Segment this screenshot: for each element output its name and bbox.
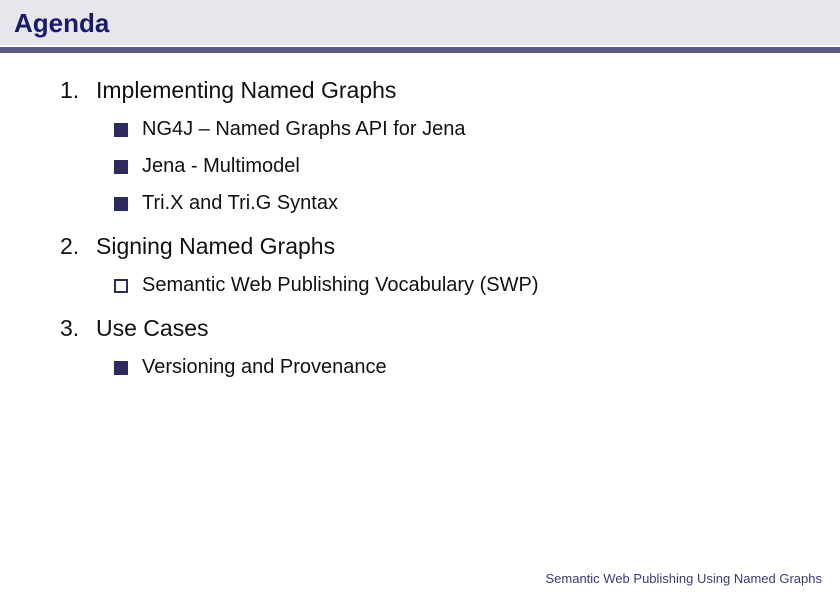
section-number: 3. — [60, 315, 90, 342]
list-item: Jena - Multimodel — [114, 155, 796, 178]
slide-title: Agenda — [14, 8, 826, 39]
section-head: 1. Implementing Named Graphs — [60, 77, 796, 104]
slide: Agenda 1. Implementing Named Graphs NG4J… — [0, 0, 840, 600]
section-head: 3. Use Cases — [60, 315, 796, 342]
section-2: 2. Signing Named Graphs Semantic Web Pub… — [60, 233, 796, 297]
bullet-list: Semantic Web Publishing Vocabulary (SWP) — [114, 274, 796, 297]
section-title: Use Cases — [96, 315, 208, 342]
bullet-text: Tri.X and Tri.G Syntax — [142, 192, 338, 215]
content-area: 1. Implementing Named Graphs NG4J – Name… — [0, 53, 840, 379]
list-item: Tri.X and Tri.G Syntax — [114, 192, 796, 215]
square-bullet-icon — [114, 361, 128, 375]
section-head: 2. Signing Named Graphs — [60, 233, 796, 260]
section-title: Signing Named Graphs — [96, 233, 335, 260]
section-1: 1. Implementing Named Graphs NG4J – Name… — [60, 77, 796, 215]
list-item: NG4J – Named Graphs API for Jena — [114, 118, 796, 141]
section-3: 3. Use Cases Versioning and Provenance — [60, 315, 796, 379]
list-item: Semantic Web Publishing Vocabulary (SWP) — [114, 274, 796, 297]
bullet-list: Versioning and Provenance — [114, 356, 796, 379]
bullet-text: Jena - Multimodel — [142, 155, 300, 178]
square-bullet-icon — [114, 197, 128, 211]
list-item: Versioning and Provenance — [114, 356, 796, 379]
square-bullet-icon — [114, 123, 128, 137]
footer-text: Semantic Web Publishing Using Named Grap… — [545, 571, 822, 586]
square-bullet-icon — [114, 160, 128, 174]
section-number: 1. — [60, 77, 90, 104]
title-band: Agenda — [0, 0, 840, 45]
bullet-list: NG4J – Named Graphs API for Jena Jena - … — [114, 118, 796, 215]
section-number: 2. — [60, 233, 90, 260]
section-title: Implementing Named Graphs — [96, 77, 396, 104]
bullet-text: Versioning and Provenance — [142, 356, 387, 379]
bullet-text: NG4J – Named Graphs API for Jena — [142, 118, 466, 141]
square-bullet-icon — [114, 279, 128, 293]
bullet-text: Semantic Web Publishing Vocabulary (SWP) — [142, 274, 538, 297]
